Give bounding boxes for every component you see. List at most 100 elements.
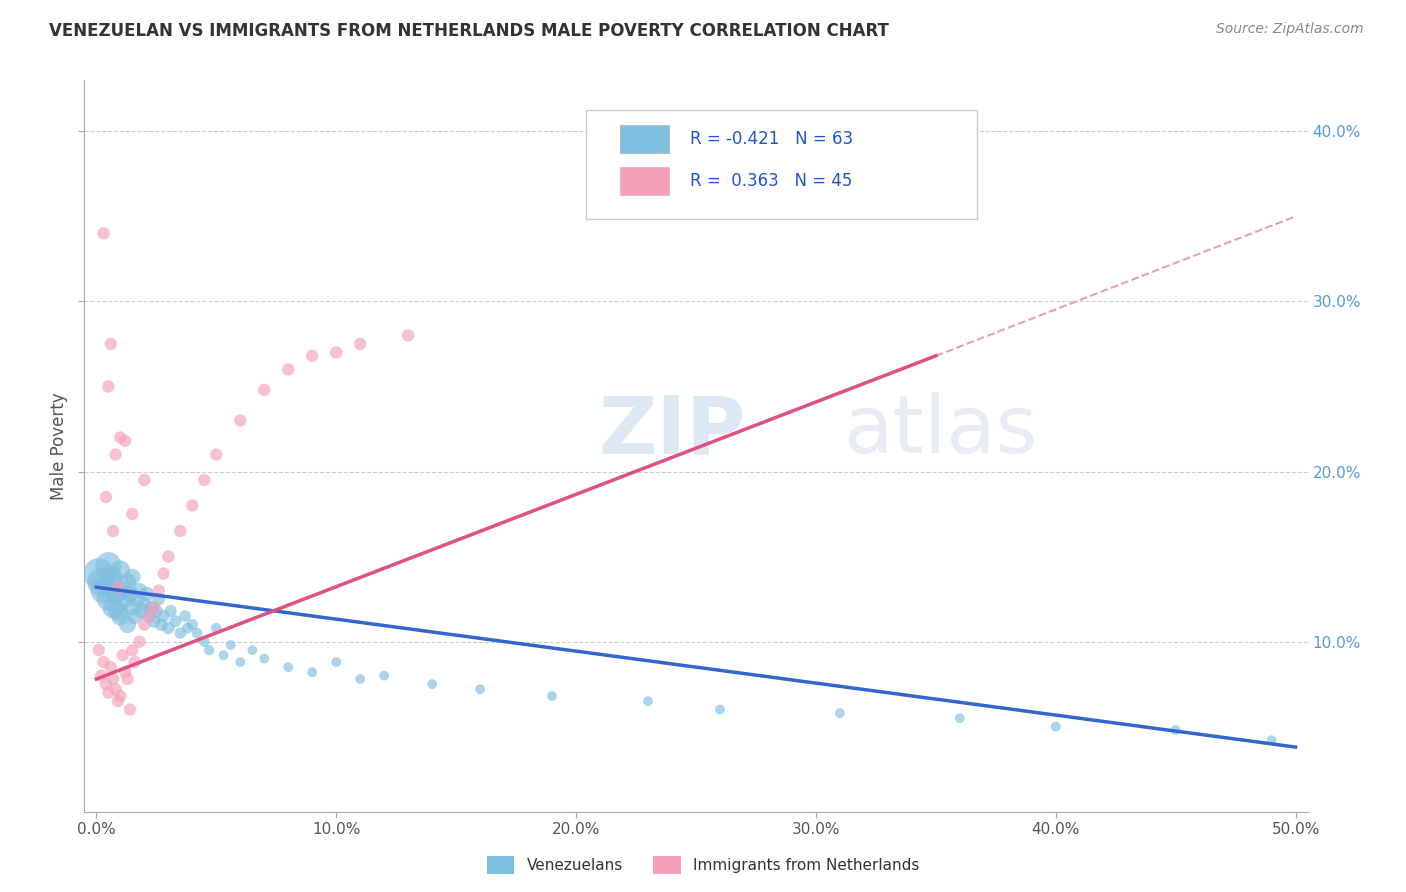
Point	[118, 703, 141, 717]
Point	[138, 609, 160, 624]
Point	[277, 362, 299, 376]
Point	[181, 499, 204, 513]
Point	[420, 677, 443, 691]
Point	[117, 575, 139, 590]
Point	[396, 328, 419, 343]
Point	[94, 677, 117, 691]
Point	[111, 583, 134, 598]
Point	[142, 614, 165, 628]
Point	[110, 563, 132, 577]
Point	[97, 558, 120, 572]
Point	[100, 660, 122, 674]
Point	[176, 621, 198, 635]
Point	[134, 617, 156, 632]
Point	[114, 665, 136, 680]
Point	[97, 379, 120, 393]
Text: VENEZUELAN VS IMMIGRANTS FROM NETHERLANDS MALE POVERTY CORRELATION CHART: VENEZUELAN VS IMMIGRANTS FROM NETHERLAND…	[49, 22, 889, 40]
Point	[121, 507, 143, 521]
Text: R =  0.363   N = 45: R = 0.363 N = 45	[690, 172, 852, 190]
Point	[121, 570, 143, 584]
Text: Source: ZipAtlas.com: Source: ZipAtlas.com	[1216, 22, 1364, 37]
Point	[373, 668, 395, 682]
Point	[219, 638, 242, 652]
Point	[134, 473, 156, 487]
Point	[229, 413, 252, 427]
Point	[100, 570, 122, 584]
Point	[253, 383, 276, 397]
FancyBboxPatch shape	[620, 125, 669, 153]
Point	[97, 592, 120, 607]
Point	[110, 430, 132, 444]
Point	[107, 580, 129, 594]
Point	[101, 580, 124, 594]
Legend: Venezuelans, Immigrants from Netherlands: Venezuelans, Immigrants from Netherlands	[481, 850, 925, 880]
Point	[131, 604, 153, 618]
Text: atlas: atlas	[842, 392, 1038, 470]
Point	[104, 448, 127, 462]
Point	[93, 655, 115, 669]
Point	[325, 655, 347, 669]
Point	[205, 448, 228, 462]
Point	[94, 490, 117, 504]
Point	[152, 609, 174, 624]
Point	[152, 566, 174, 581]
Point	[107, 694, 129, 708]
Point	[121, 643, 143, 657]
Point	[145, 604, 167, 618]
Point	[87, 566, 110, 581]
Point	[114, 592, 136, 607]
Point	[169, 626, 191, 640]
Point	[198, 643, 221, 657]
Point	[118, 587, 141, 601]
Point	[181, 617, 204, 632]
Point	[124, 609, 146, 624]
Point	[110, 609, 132, 624]
Point	[135, 587, 157, 601]
Point	[212, 648, 235, 663]
Point	[468, 682, 491, 697]
Text: R = -0.421   N = 63: R = -0.421 N = 63	[690, 130, 853, 148]
Point	[141, 600, 163, 615]
Point	[1164, 723, 1187, 737]
Point	[117, 672, 139, 686]
Point	[637, 694, 659, 708]
Point	[709, 703, 731, 717]
Point	[301, 349, 323, 363]
Point	[148, 583, 170, 598]
Point	[117, 617, 139, 632]
Point	[169, 524, 191, 538]
Point	[110, 689, 132, 703]
Point	[174, 609, 197, 624]
Point	[138, 609, 160, 624]
Point	[157, 621, 180, 635]
Point	[349, 672, 371, 686]
Point	[121, 600, 143, 615]
Point	[134, 597, 156, 611]
Point	[127, 592, 149, 607]
Point	[240, 643, 263, 657]
Point	[325, 345, 347, 359]
FancyBboxPatch shape	[620, 167, 669, 194]
Point	[150, 617, 173, 632]
Point	[128, 634, 150, 648]
Point	[111, 648, 134, 663]
Point	[1045, 720, 1067, 734]
Point	[93, 583, 115, 598]
Point	[101, 672, 124, 686]
Y-axis label: Male Poverty: Male Poverty	[51, 392, 69, 500]
Point	[301, 665, 323, 680]
FancyBboxPatch shape	[586, 110, 977, 219]
Point	[205, 621, 228, 635]
Point	[97, 686, 120, 700]
Point	[541, 689, 564, 703]
Point	[949, 711, 972, 725]
Point	[193, 473, 215, 487]
Point	[159, 604, 181, 618]
Point	[101, 524, 124, 538]
Point	[277, 660, 299, 674]
Point	[100, 337, 122, 351]
Point	[165, 614, 187, 628]
Point	[93, 227, 115, 241]
Point	[253, 651, 276, 665]
Point	[101, 600, 124, 615]
